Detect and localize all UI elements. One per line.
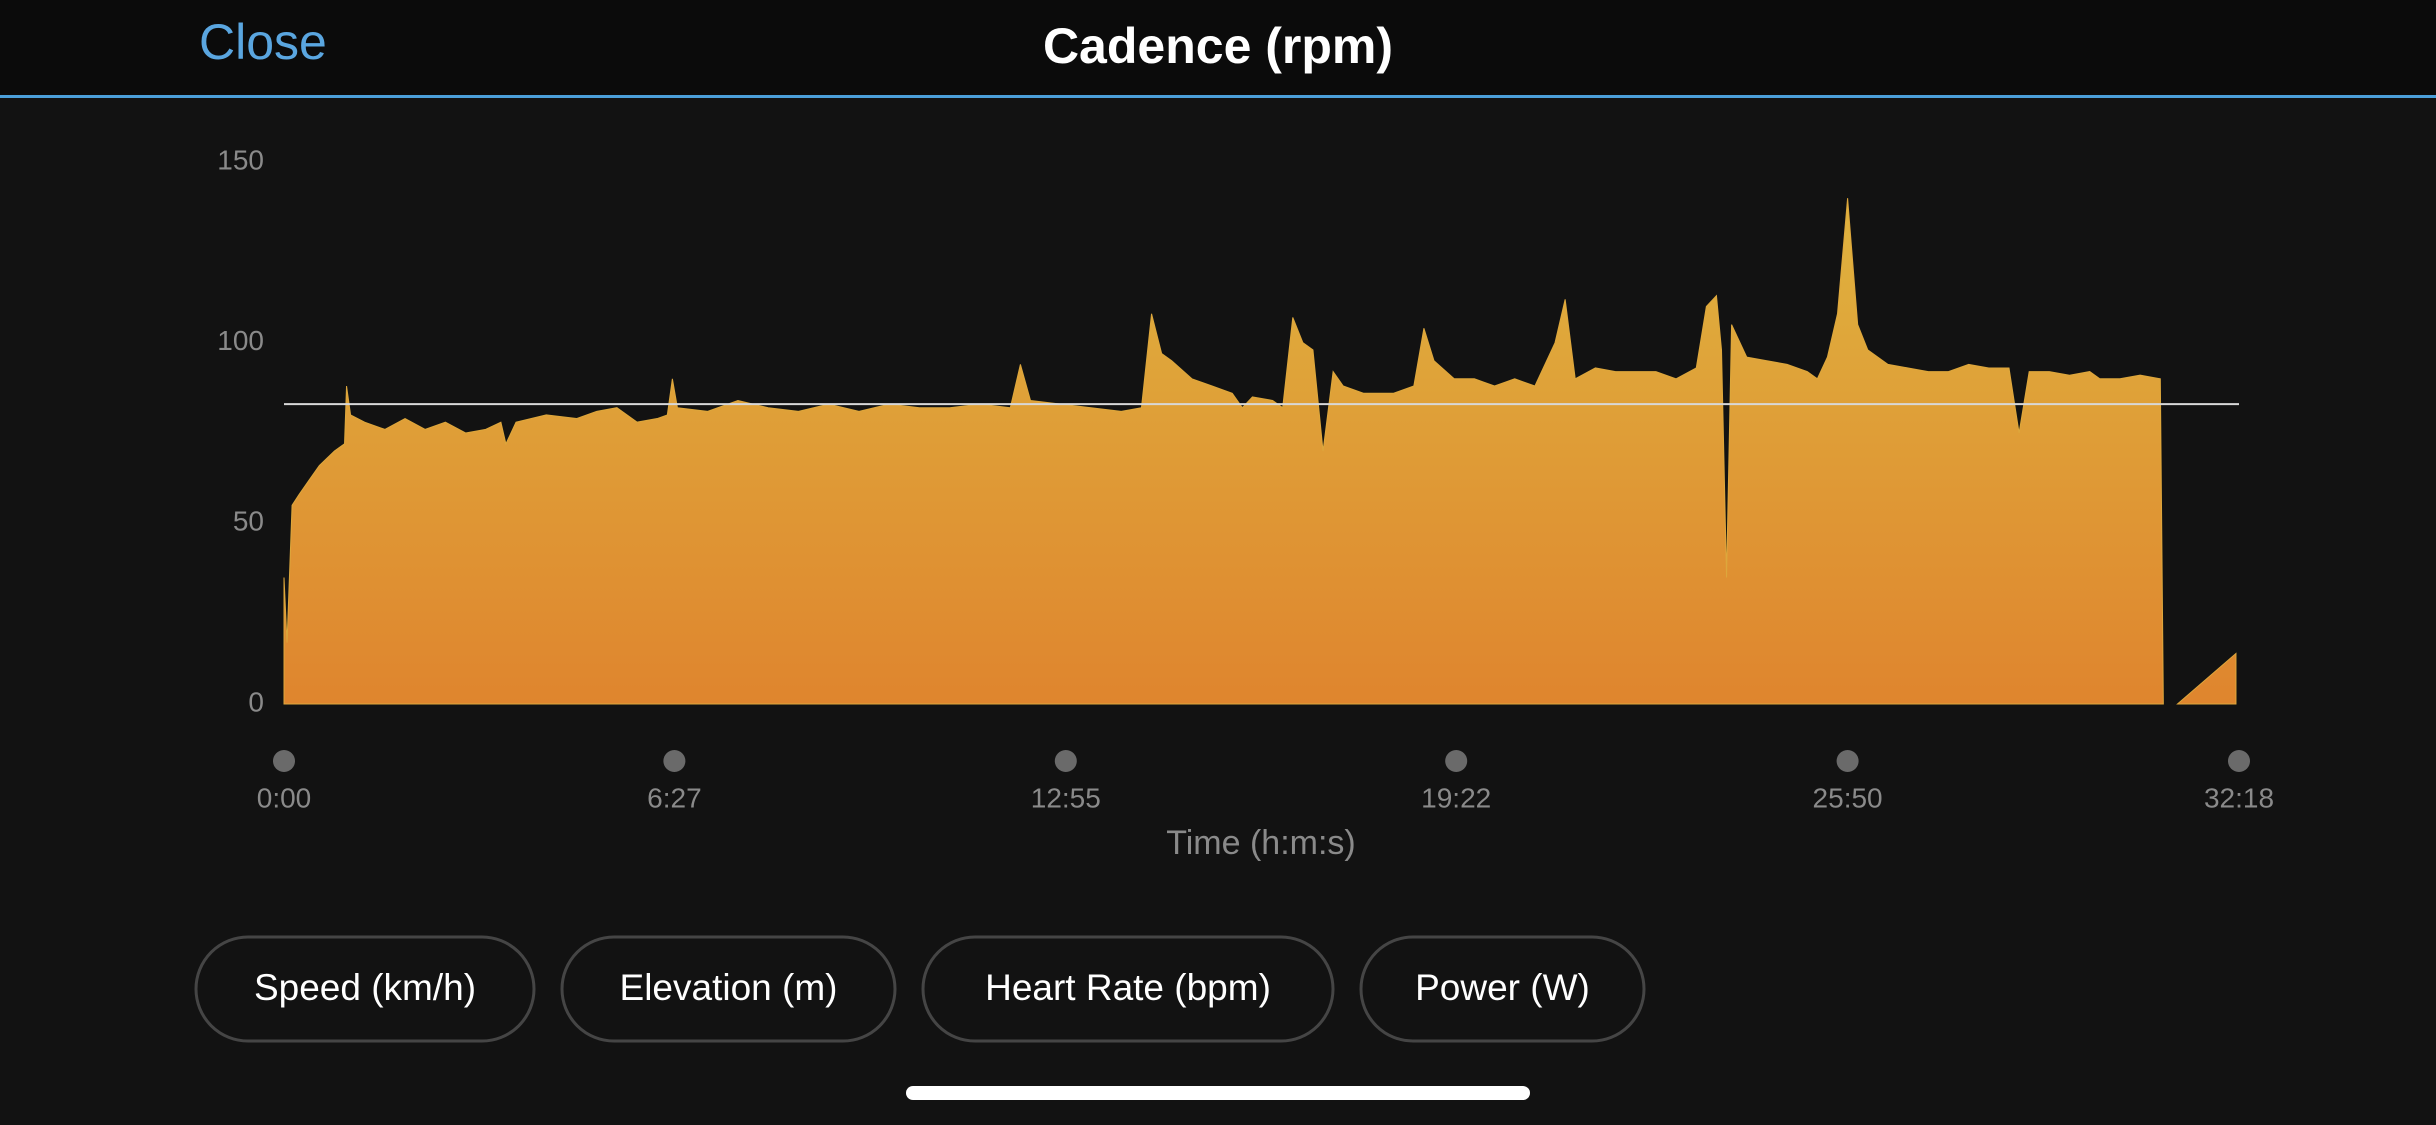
button-label: Power (W)	[1415, 967, 1590, 1008]
close-button[interactable]: Close	[199, 14, 327, 70]
button-outline	[194, 935, 536, 1043]
header-bar	[0, 0, 2436, 96]
header-divider	[0, 95, 2436, 98]
button-label: Elevation (m)	[620, 967, 838, 1008]
y-tick-label: 150	[217, 144, 264, 175]
x-tick-label: 6:27	[647, 782, 702, 813]
y-tick-label: 50	[233, 506, 264, 537]
tab-button[interactable]: Power (W)	[1359, 935, 1646, 1043]
button-label: Heart Rate (bpm)	[985, 967, 1271, 1008]
x-tick-dot	[1836, 750, 1859, 772]
x-tick-label: 19:22	[1421, 782, 1491, 813]
button-outline	[1359, 935, 1646, 1043]
x-tick-dot	[663, 750, 686, 772]
y-tick-label: 0	[248, 686, 264, 717]
button-label: Speed (km/h)	[254, 967, 476, 1008]
tab-button[interactable]: Speed (km/h)	[194, 935, 536, 1043]
x-tick-dot	[1054, 750, 1077, 772]
button-outline	[560, 935, 897, 1043]
x-tick-label: 25:50	[1813, 782, 1883, 813]
tab-button[interactable]: Heart Rate (bpm)	[921, 935, 1335, 1043]
y-tick-label: 100	[217, 325, 264, 356]
x-tick-dot	[2228, 750, 2250, 772]
x-axis-label: Time (h:m:s)	[1166, 824, 1356, 862]
title: Cadence (rpm)	[1043, 18, 1393, 74]
x-tick-label: 32:18	[2204, 782, 2274, 813]
x-tick-label: 0:00	[257, 782, 312, 813]
plot: 0 50 100 150 0:00 6:27 12:55 19:22 25:50 32:18 Tim…	[217, 144, 2274, 862]
button-outline	[921, 935, 1335, 1043]
tab-button[interactable]: Elevation (m)	[560, 935, 897, 1043]
button-bar: Speed (km/h) Elevation (m) Heart Rate (bpm…	[194, 935, 1646, 1043]
x-tick-dot	[273, 750, 295, 772]
x-tick-label: 12:55	[1031, 782, 1101, 813]
x-tick-dot	[1445, 750, 1468, 772]
home-indicator	[906, 1086, 1530, 1100]
cadence-area	[283, 198, 2237, 705]
